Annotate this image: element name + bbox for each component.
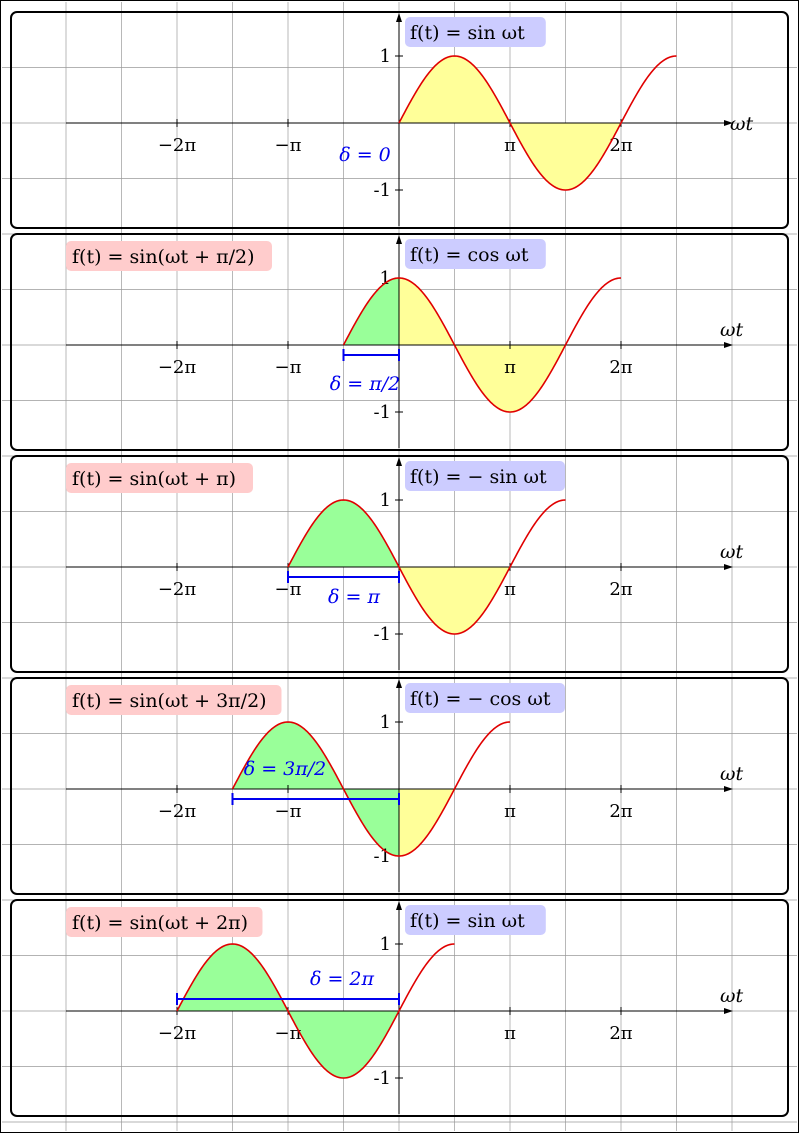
x-tick-label: π (504, 801, 516, 822)
delta-label: δ = π (328, 586, 380, 608)
x-tick-label: π (504, 579, 516, 600)
reference-label-box (405, 683, 565, 713)
x-tick-label: 2π (609, 579, 632, 600)
x-axis-arrow (724, 120, 733, 126)
shifted-label: f(t) = sin(ωt + 3π/2) (72, 690, 267, 712)
x-axis-arrow (724, 564, 733, 570)
shifted-label: f(t) = sin(ωt + π/2) (72, 246, 255, 268)
delta-label: δ = 0 (339, 144, 391, 166)
y-tick-label: 1 (380, 46, 391, 67)
phase-shift-fill (343, 278, 399, 345)
x-tick-label: π (504, 1023, 516, 1044)
panels: −2π −π π 2π 1 -1 ωt δ = 0 f(t) = sin ωt −2π −π π 2π 1… (10, 11, 789, 1117)
y-tick-label: 1 (380, 490, 391, 511)
x-tick-label: −π (275, 135, 302, 156)
reference-label: f(t) = cos ωt (410, 244, 529, 266)
y-axis-arrow (396, 679, 402, 688)
x-tick-label: −2π (158, 579, 197, 600)
x-axis-label: ωt (720, 319, 743, 341)
y-tick-label: 1 (380, 712, 391, 733)
sine-curve (176, 943, 455, 1079)
sine-curve (231, 721, 511, 857)
x-tick-label: −π (275, 357, 302, 378)
shifted-label-box (66, 907, 263, 937)
x-axis-arrow (724, 1008, 733, 1014)
x-axis-label: ωt (720, 985, 743, 1007)
y-axis-arrow (396, 901, 402, 910)
x-axis-arrow (724, 786, 733, 792)
reference-label: f(t) = sin ωt (410, 22, 525, 44)
panel-frame (10, 899, 789, 1117)
panel-frame (10, 233, 789, 451)
phase-panel: −2π −π π 2π 1 -1 ωt δ = π f(t) = − sin ωt f(t) = … (10, 455, 789, 673)
y-tick-label: 1 (380, 934, 391, 955)
x-tick-label: −π (275, 579, 302, 600)
x-tick-label: −π (275, 801, 302, 822)
shifted-label: f(t) = sin(ωt + 2π) (72, 912, 248, 934)
y-tick-label: -1 (373, 624, 391, 645)
y-tick-label: -1 (373, 1068, 391, 1089)
sine-curve (398, 55, 677, 191)
y-tick-label: 1 (380, 268, 391, 289)
phase-panel: −2π −π π 2π 1 -1 ωt δ = π/2 f(t) = cos ωt f(t) = … (10, 233, 789, 451)
x-tick-label: −2π (158, 1023, 197, 1044)
panel-frame (10, 677, 789, 895)
phase-panel: −2π −π π 2π 1 -1 ωt δ = 2π f(t) = sin ωt f(t) = s… (10, 899, 789, 1117)
x-tick-label: π (504, 357, 516, 378)
x-tick-label: 2π (609, 357, 632, 378)
cycle-fill (399, 567, 510, 634)
x-tick-label: −2π (158, 357, 197, 378)
reference-label-box (405, 905, 546, 935)
reference-label-box (405, 239, 546, 269)
y-tick-label: -1 (373, 180, 391, 201)
y-axis-arrow (396, 457, 402, 466)
x-axis-label: ωt (720, 763, 743, 785)
reference-label-box (405, 17, 546, 47)
x-tick-label: π (504, 135, 516, 156)
cycle-fill (399, 789, 455, 856)
phase-shift-fill (288, 500, 399, 567)
x-tick-label: −2π (158, 135, 197, 156)
y-axis-arrow (396, 235, 402, 244)
reference-label: f(t) = − sin ωt (410, 466, 547, 488)
sine-curve (342, 277, 622, 413)
phase-panel: −2π −π π 2π 1 -1 ωt δ = 0 f(t) = sin ωt (10, 11, 789, 229)
y-tick-label: -1 (373, 402, 391, 423)
panel-frame (10, 11, 789, 229)
reference-label: f(t) = sin ωt (410, 910, 525, 932)
x-tick-label: −π (275, 1023, 302, 1044)
panel-frame (10, 455, 789, 673)
x-tick-label: 2π (609, 1023, 632, 1044)
shifted-label-box (66, 241, 272, 271)
x-tick-label: 2π (609, 801, 632, 822)
delta-label: δ = π/2 (330, 373, 400, 395)
x-tick-label: 2π (609, 135, 632, 156)
x-axis-label: ωt (730, 113, 753, 135)
y-axis-arrow (396, 13, 402, 22)
x-axis-arrow (724, 342, 733, 348)
shifted-label-box (66, 463, 253, 493)
delta-label: δ = 2π (310, 968, 375, 990)
sine-curve (287, 499, 566, 635)
shifted-label-box (66, 685, 282, 715)
shifted-label: f(t) = sin(ωt + π) (72, 468, 236, 490)
x-axis-label: ωt (720, 541, 743, 563)
x-tick-label: −2π (158, 801, 197, 822)
reference-label-box (405, 461, 565, 491)
delta-label: δ = 3π/2 (244, 758, 327, 780)
reference-label: f(t) = − cos ωt (410, 688, 551, 710)
